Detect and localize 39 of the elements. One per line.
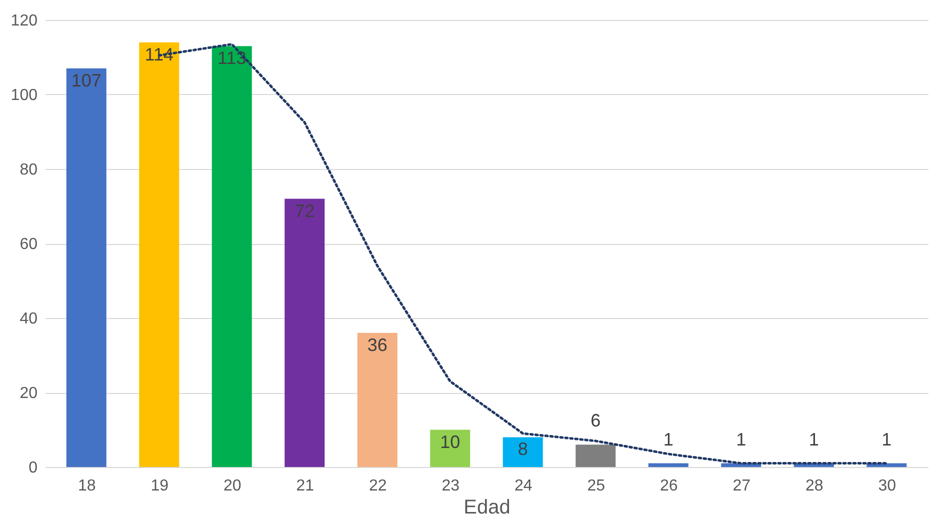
- x-tick-label: 19: [150, 478, 169, 494]
- bar: [139, 42, 180, 467]
- bar: [576, 444, 616, 467]
- data-label: 1: [808, 429, 819, 450]
- bar: [502, 437, 543, 467]
- x-tick-label: 25: [587, 478, 606, 494]
- data-label: 6: [590, 410, 601, 431]
- y-tick-label: 20: [20, 385, 38, 402]
- data-label: 72: [294, 200, 315, 221]
- x-tick-label: 22: [368, 478, 387, 494]
- data-label: 1: [736, 429, 746, 450]
- data-label: 1: [882, 429, 892, 450]
- x-tick-label: 21: [296, 478, 314, 494]
- data-label: 107: [71, 70, 102, 90]
- bar: [357, 332, 398, 467]
- data-label: 10: [440, 432, 460, 452]
- x-tick-label: 30: [878, 478, 896, 494]
- x-tick-label: 23: [442, 478, 460, 494]
- x-tick-label: 20: [223, 478, 242, 494]
- data-label: 1: [663, 429, 674, 450]
- x-tick-label: 26: [660, 478, 678, 494]
- x-tick-label: 27: [732, 478, 751, 494]
- y-tick-label: 0: [28, 460, 38, 476]
- x-tick-label: 18: [78, 478, 96, 494]
- y-tick-label: 80: [20, 162, 38, 178]
- x-tick-label: 28: [805, 478, 824, 494]
- bar: [66, 68, 106, 467]
- bar: [284, 198, 325, 467]
- x-axis-title: Edad: [464, 496, 510, 518]
- y-tick-label: 40: [20, 310, 38, 328]
- y-tick-label: 100: [10, 87, 38, 104]
- data-label: 36: [367, 334, 388, 355]
- bar: [430, 430, 470, 467]
- y-tick-label: 120: [10, 12, 38, 30]
- bar: [212, 46, 252, 467]
- y-tick-label: 60: [20, 236, 38, 253]
- data-label: 8: [518, 439, 528, 460]
- x-tick-label: 24: [514, 478, 532, 494]
- bar: [648, 463, 688, 467]
